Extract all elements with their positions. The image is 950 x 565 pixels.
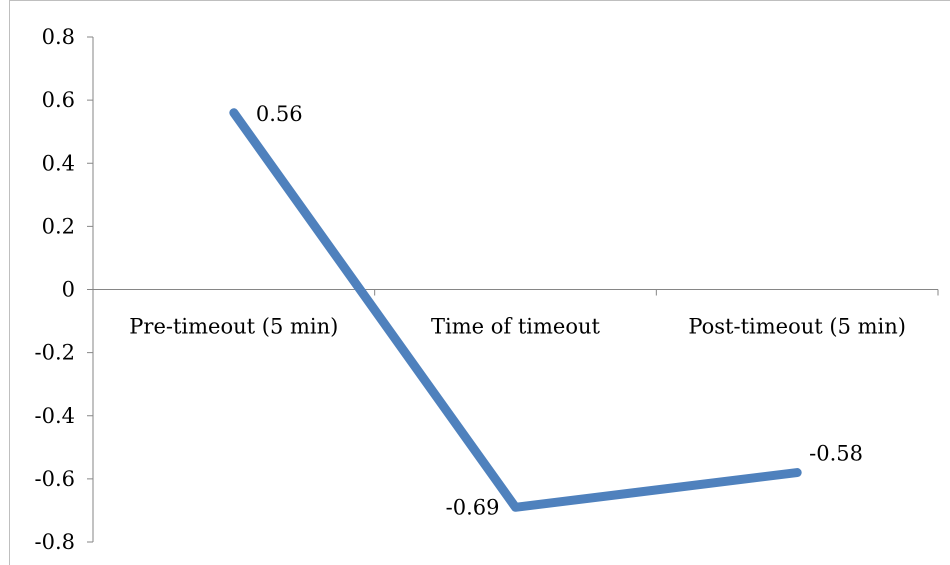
x-category-label: Pre-timeout (5 min) [129, 315, 338, 339]
y-tick-label: 0.6 [42, 88, 75, 112]
y-tick-label: 0.8 [42, 25, 75, 49]
data-label: 0.56 [256, 102, 303, 126]
y-tick-label: -0.2 [35, 341, 76, 365]
data-label: -0.58 [809, 442, 863, 466]
axes [92, 37, 938, 542]
y-tick-label: -0.4 [35, 404, 76, 428]
x-axis-ticks: Pre-timeout (5 min) Time of timeout Post-t… [92, 289, 939, 339]
y-axis-ticks: 0.8 0.6 0.4 0.2 0 -0.2 -0.4 -0.6 -0.8 [35, 25, 93, 554]
y-tick-label: 0 [62, 278, 75, 302]
x-category-label: Time of timeout [431, 315, 600, 339]
y-tick-label: 0.4 [42, 151, 75, 175]
data-label: -0.69 [446, 495, 500, 519]
y-tick-label: -0.8 [35, 530, 76, 554]
y-tick-label: -0.6 [35, 467, 76, 491]
x-category-label: Post-timeout (5 min) [688, 315, 906, 339]
y-tick-label: 0.2 [42, 214, 75, 238]
data-labels: 0.56 -0.69 -0.58 [256, 102, 863, 520]
series-group [229, 108, 802, 512]
chart-frame [9, 0, 950, 565]
series-line [229, 108, 802, 512]
